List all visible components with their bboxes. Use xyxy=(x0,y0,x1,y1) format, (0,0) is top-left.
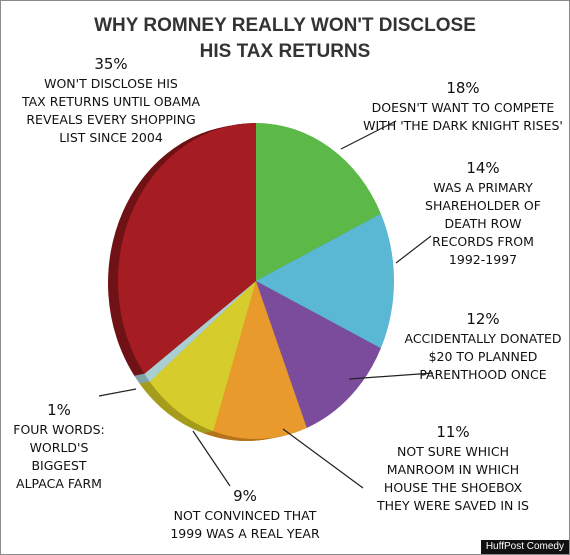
slice-label-line: WAS A PRIMARY xyxy=(433,180,533,195)
slice-planned-parenthood xyxy=(256,281,381,428)
title-line-2: HIS TAX RETURNS xyxy=(200,41,371,62)
slice-label-line: FOUR WORDS: xyxy=(13,422,105,437)
label-1999: 9% NOT CONVINCED THAT 1999 WAS A REAL YEAR xyxy=(170,487,320,541)
label-alpaca: 1% FOUR WORDS: WORLD'S BIGGEST ALPACA FARM xyxy=(13,401,105,491)
slice-label-line: ALPACA FARM xyxy=(16,476,102,491)
slice-label-line: NOT CONVINCED THAT xyxy=(174,508,317,523)
label-dark-knight: 18% DOESN'T WANT TO COMPETE WITH 'THE DARK… xyxy=(363,79,563,133)
slice-label-line: HOUSE THE SHOEBOX xyxy=(384,480,523,495)
label-planned-parenthood: 12% ACCIDENTALLY DONATED $20 TO PLANNED PAR… xyxy=(405,310,562,382)
leader-line-dark-knight xyxy=(340,120,397,150)
slice-shoebox xyxy=(213,281,307,439)
slice-label-line: WITH 'THE DARK KNIGHT RISES' xyxy=(363,118,563,133)
percent-label-planned-parenthood: 12% xyxy=(466,310,499,328)
slice-alpaca xyxy=(144,281,256,382)
credit-badge: HuffPost Comedy xyxy=(480,540,569,554)
label-death-row: 14% WAS A PRIMARY SHAREHOLDER OF DEATH ROW R… xyxy=(425,159,541,267)
percent-label-1999: 9% xyxy=(233,487,257,505)
slice-label-line: THEY WERE SAVED IN IS xyxy=(376,498,529,513)
slice-death-row xyxy=(256,213,395,349)
slice-dark-knight xyxy=(256,123,381,281)
slice-label-line: SHAREHOLDER OF xyxy=(425,198,541,213)
percent-label-alpaca: 1% xyxy=(47,401,71,419)
slice-label-line: WORLD'S xyxy=(30,440,89,455)
slice-label-line: NOT SURE WHICH xyxy=(397,444,509,459)
slice-label-line: LIST SINCE 2004 xyxy=(59,130,163,145)
pie-slices xyxy=(118,123,395,439)
slice-label-line: REVEALS EVERY SHOPPING xyxy=(26,112,195,127)
slice-label-line: WON'T DISCLOSE HIS xyxy=(44,76,178,91)
slice-obama-shopping xyxy=(118,123,256,374)
slice-label-line: TAX RETURNS UNTIL OBAMA xyxy=(21,94,201,109)
leader-line-alpaca xyxy=(98,388,137,397)
slice-label-line: DOESN'T WANT TO COMPETE xyxy=(372,100,555,115)
slice-label-line: RECORDS FROM xyxy=(432,234,534,249)
leader-line-death-row xyxy=(395,235,432,264)
slice-label-line: 1992-1997 xyxy=(449,252,517,267)
title-line-1: WHY ROMNEY REALLY WON'T DISCLOSE xyxy=(94,15,476,36)
leader-line-planned-parenthood xyxy=(348,372,434,380)
slice-label-line: DEATH ROW xyxy=(445,216,522,231)
leader-line-shoebox xyxy=(282,428,364,489)
slice-labels: 18% DOESN'T WANT TO COMPETE WITH 'THE DARK… xyxy=(13,55,563,541)
percent-label-dark-knight: 18% xyxy=(446,79,479,97)
credit-text: HuffPost Comedy xyxy=(485,541,564,552)
leader-line-1999 xyxy=(192,430,231,487)
leader-lines xyxy=(98,120,434,489)
percent-label-death-row: 14% xyxy=(466,159,499,177)
slice-label-line: MANROOM IN WHICH xyxy=(387,462,519,477)
slice-label-line: ACCIDENTALLY DONATED xyxy=(405,331,562,346)
chart-title: WHY ROMNEY REALLY WON'T DISCLOSE HIS TAX… xyxy=(94,15,476,62)
label-shoebox: 11% NOT SURE WHICH MANROOM IN WHICH HOUSE T… xyxy=(376,423,529,513)
slice-label-line: $20 TO PLANNED xyxy=(429,349,538,364)
percent-label-obama-shopping: 35% xyxy=(94,55,127,73)
slice-label-line: PARENTHOOD ONCE xyxy=(419,367,546,382)
slice-label-line: BIGGEST xyxy=(31,458,86,473)
slice-label-line: 1999 WAS A REAL YEAR xyxy=(170,526,320,541)
slice-1999 xyxy=(149,281,256,432)
label-obama-shopping: 35% WON'T DISCLOSE HIS TAX RETURNS UNTIL O… xyxy=(21,55,201,145)
percent-label-shoebox: 11% xyxy=(436,423,469,441)
